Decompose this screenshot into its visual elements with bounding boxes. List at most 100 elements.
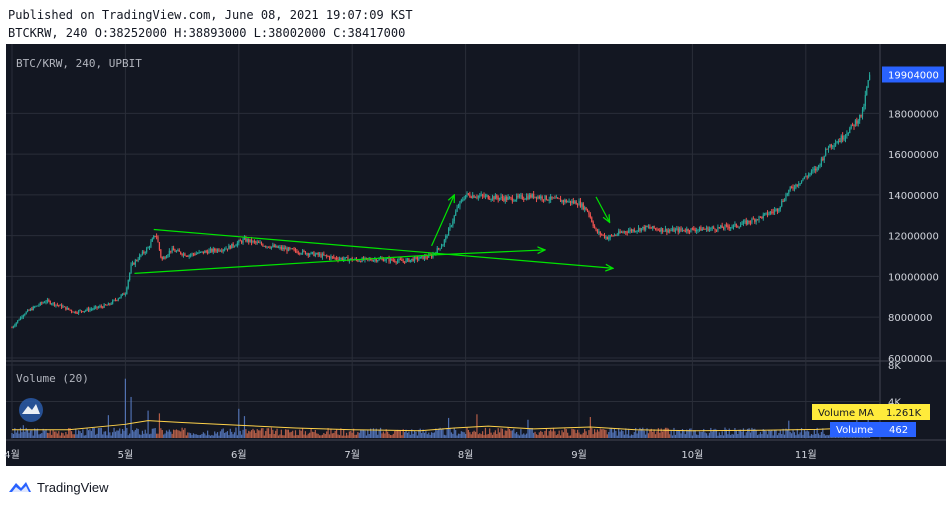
- candle-body: [727, 225, 729, 227]
- volume-bar: [242, 429, 244, 438]
- volume-bar: [290, 431, 292, 438]
- candle-body: [253, 240, 255, 242]
- candle-body: [629, 229, 631, 232]
- price-tick-label: 18000000: [888, 109, 939, 120]
- candle-body: [180, 251, 182, 254]
- candle-body: [698, 227, 701, 230]
- volume-bar: [112, 432, 114, 438]
- candle-body: [321, 254, 324, 258]
- candle-body: [38, 304, 40, 306]
- candle-body: [11, 327, 13, 329]
- volume-bar: [757, 435, 759, 438]
- volume-bar: [130, 396, 132, 438]
- volume-bar: [742, 428, 745, 438]
- volume-bar: [388, 433, 390, 438]
- candle-body: [815, 168, 817, 171]
- volume-badge-label: Volume: [836, 425, 873, 436]
- volume-bar: [103, 431, 105, 438]
- candle-body: [313, 252, 315, 256]
- candle-body: [109, 303, 111, 305]
- candle-body: [277, 247, 280, 249]
- candle-body: [497, 197, 499, 200]
- price-tick-label: 8000000: [888, 313, 933, 324]
- volume-bar: [226, 431, 229, 438]
- candle-body: [670, 230, 672, 232]
- candle-body: [518, 195, 521, 197]
- volume-bar: [195, 434, 197, 438]
- price-volume-chart[interactable]: 6000000 8000000 10000000 12000000 14000000 16…: [0, 0, 952, 470]
- volume-bar: [697, 435, 699, 438]
- candle-body: [839, 140, 841, 142]
- candle-body: [508, 197, 511, 199]
- volume-bar: [533, 432, 535, 438]
- candle-body: [202, 251, 204, 254]
- candle-body: [263, 246, 265, 247]
- volume-bar: [433, 432, 436, 438]
- volume-bar: [490, 432, 492, 438]
- volume-bar: [683, 430, 685, 438]
- volume-bar: [730, 435, 732, 438]
- candle-body: [463, 198, 465, 200]
- candle-body: [798, 184, 800, 186]
- candle-body: [459, 201, 461, 207]
- candle-body: [576, 204, 579, 206]
- volume-bar: [375, 428, 377, 438]
- volume-bar: [626, 434, 628, 438]
- candle-body: [578, 201, 580, 206]
- candle-body: [93, 307, 95, 309]
- candle-body: [235, 245, 237, 247]
- candle-body: [90, 309, 92, 310]
- candle-body: [172, 248, 175, 251]
- candle-body: [853, 124, 855, 127]
- candle-body: [593, 226, 596, 228]
- volume-bar: [49, 429, 51, 438]
- volume-bar: [415, 431, 417, 438]
- volume-bar: [506, 430, 508, 438]
- candle-body: [280, 246, 282, 249]
- candle-body: [737, 226, 739, 228]
- volume-bar: [704, 432, 706, 438]
- volume-bar: [609, 428, 611, 438]
- candle-body: [55, 304, 57, 306]
- volume-bar: [554, 431, 556, 438]
- volume-bar: [221, 429, 223, 438]
- volume-bar: [440, 429, 443, 438]
- candle-body: [36, 305, 39, 307]
- candle-body: [735, 223, 737, 227]
- candle-body: [530, 195, 532, 198]
- volume-bar: [494, 430, 496, 438]
- tradingview-branding[interactable]: TradingView: [8, 478, 109, 496]
- volume-bar: [419, 428, 421, 438]
- volume-bar: [732, 434, 735, 438]
- candle-body: [243, 237, 246, 240]
- candle-body: [178, 250, 180, 252]
- volume-bar: [320, 435, 322, 438]
- candle-body: [850, 124, 852, 129]
- volume-bar: [700, 431, 702, 438]
- volume-bar: [294, 430, 297, 438]
- volume-bar: [628, 428, 630, 438]
- volume-bar: [201, 434, 203, 438]
- candle-body: [177, 250, 179, 252]
- candle-body: [623, 231, 625, 233]
- volume-bar: [263, 435, 265, 438]
- candle-body: [788, 189, 790, 194]
- candle-body: [774, 209, 776, 212]
- volume-bar: [579, 434, 582, 438]
- candle-body: [810, 170, 813, 174]
- volume-bar: [620, 429, 623, 438]
- volume-bar: [182, 429, 185, 438]
- volume-bar: [338, 435, 341, 438]
- volume-bar: [432, 432, 434, 438]
- candle-body: [49, 301, 51, 304]
- volume-bar: [557, 434, 559, 438]
- volume-bar: [508, 429, 511, 438]
- candle-body: [294, 249, 297, 252]
- candle-body: [117, 298, 119, 301]
- candle-body: [559, 198, 562, 202]
- volume-bar: [436, 430, 438, 438]
- candle-body: [585, 207, 587, 211]
- candle-body: [460, 200, 462, 202]
- candle-body: [276, 245, 278, 248]
- volume-bar: [174, 430, 176, 438]
